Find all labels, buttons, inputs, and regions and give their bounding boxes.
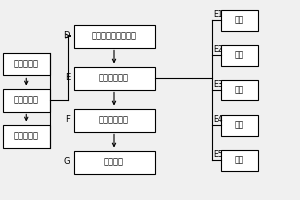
FancyBboxPatch shape (220, 79, 258, 100)
FancyBboxPatch shape (220, 45, 258, 66)
FancyBboxPatch shape (220, 9, 258, 30)
Text: 刀盘: 刀盘 (235, 85, 244, 94)
Text: 掘进: 掘进 (235, 50, 244, 60)
Text: 增设架石箱: 增设架石箱 (14, 96, 39, 104)
FancyBboxPatch shape (74, 24, 154, 47)
Text: 制订掘进参数: 制订掘进参数 (99, 73, 129, 82)
FancyBboxPatch shape (220, 150, 258, 170)
Text: E: E (65, 73, 70, 82)
FancyBboxPatch shape (74, 108, 154, 132)
FancyBboxPatch shape (3, 88, 50, 112)
Text: E4: E4 (213, 115, 223, 124)
Text: E2: E2 (213, 45, 223, 54)
Text: E1: E1 (213, 10, 223, 19)
FancyBboxPatch shape (3, 124, 50, 148)
Text: 设备检修、备件储备: 设备检修、备件储备 (92, 31, 136, 40)
Text: G: G (63, 158, 70, 166)
FancyBboxPatch shape (74, 150, 154, 173)
Text: 盘刀具配置: 盘刀具配置 (14, 60, 39, 68)
FancyBboxPatch shape (74, 66, 154, 90)
Text: 泥水: 泥水 (235, 156, 244, 164)
Text: 开放式格栅: 开放式格栅 (14, 132, 39, 140)
Text: 补强注浆: 补强注浆 (104, 158, 124, 166)
Text: F: F (65, 116, 70, 124)
Text: 盾构掘进施工: 盾构掘进施工 (99, 116, 129, 124)
Text: D: D (63, 31, 70, 40)
FancyBboxPatch shape (220, 114, 258, 136)
Text: E5: E5 (213, 150, 223, 159)
FancyBboxPatch shape (3, 52, 50, 75)
Text: 泥水: 泥水 (235, 120, 244, 130)
Text: E3: E3 (213, 80, 223, 89)
Text: 刀盘: 刀盘 (235, 16, 244, 24)
